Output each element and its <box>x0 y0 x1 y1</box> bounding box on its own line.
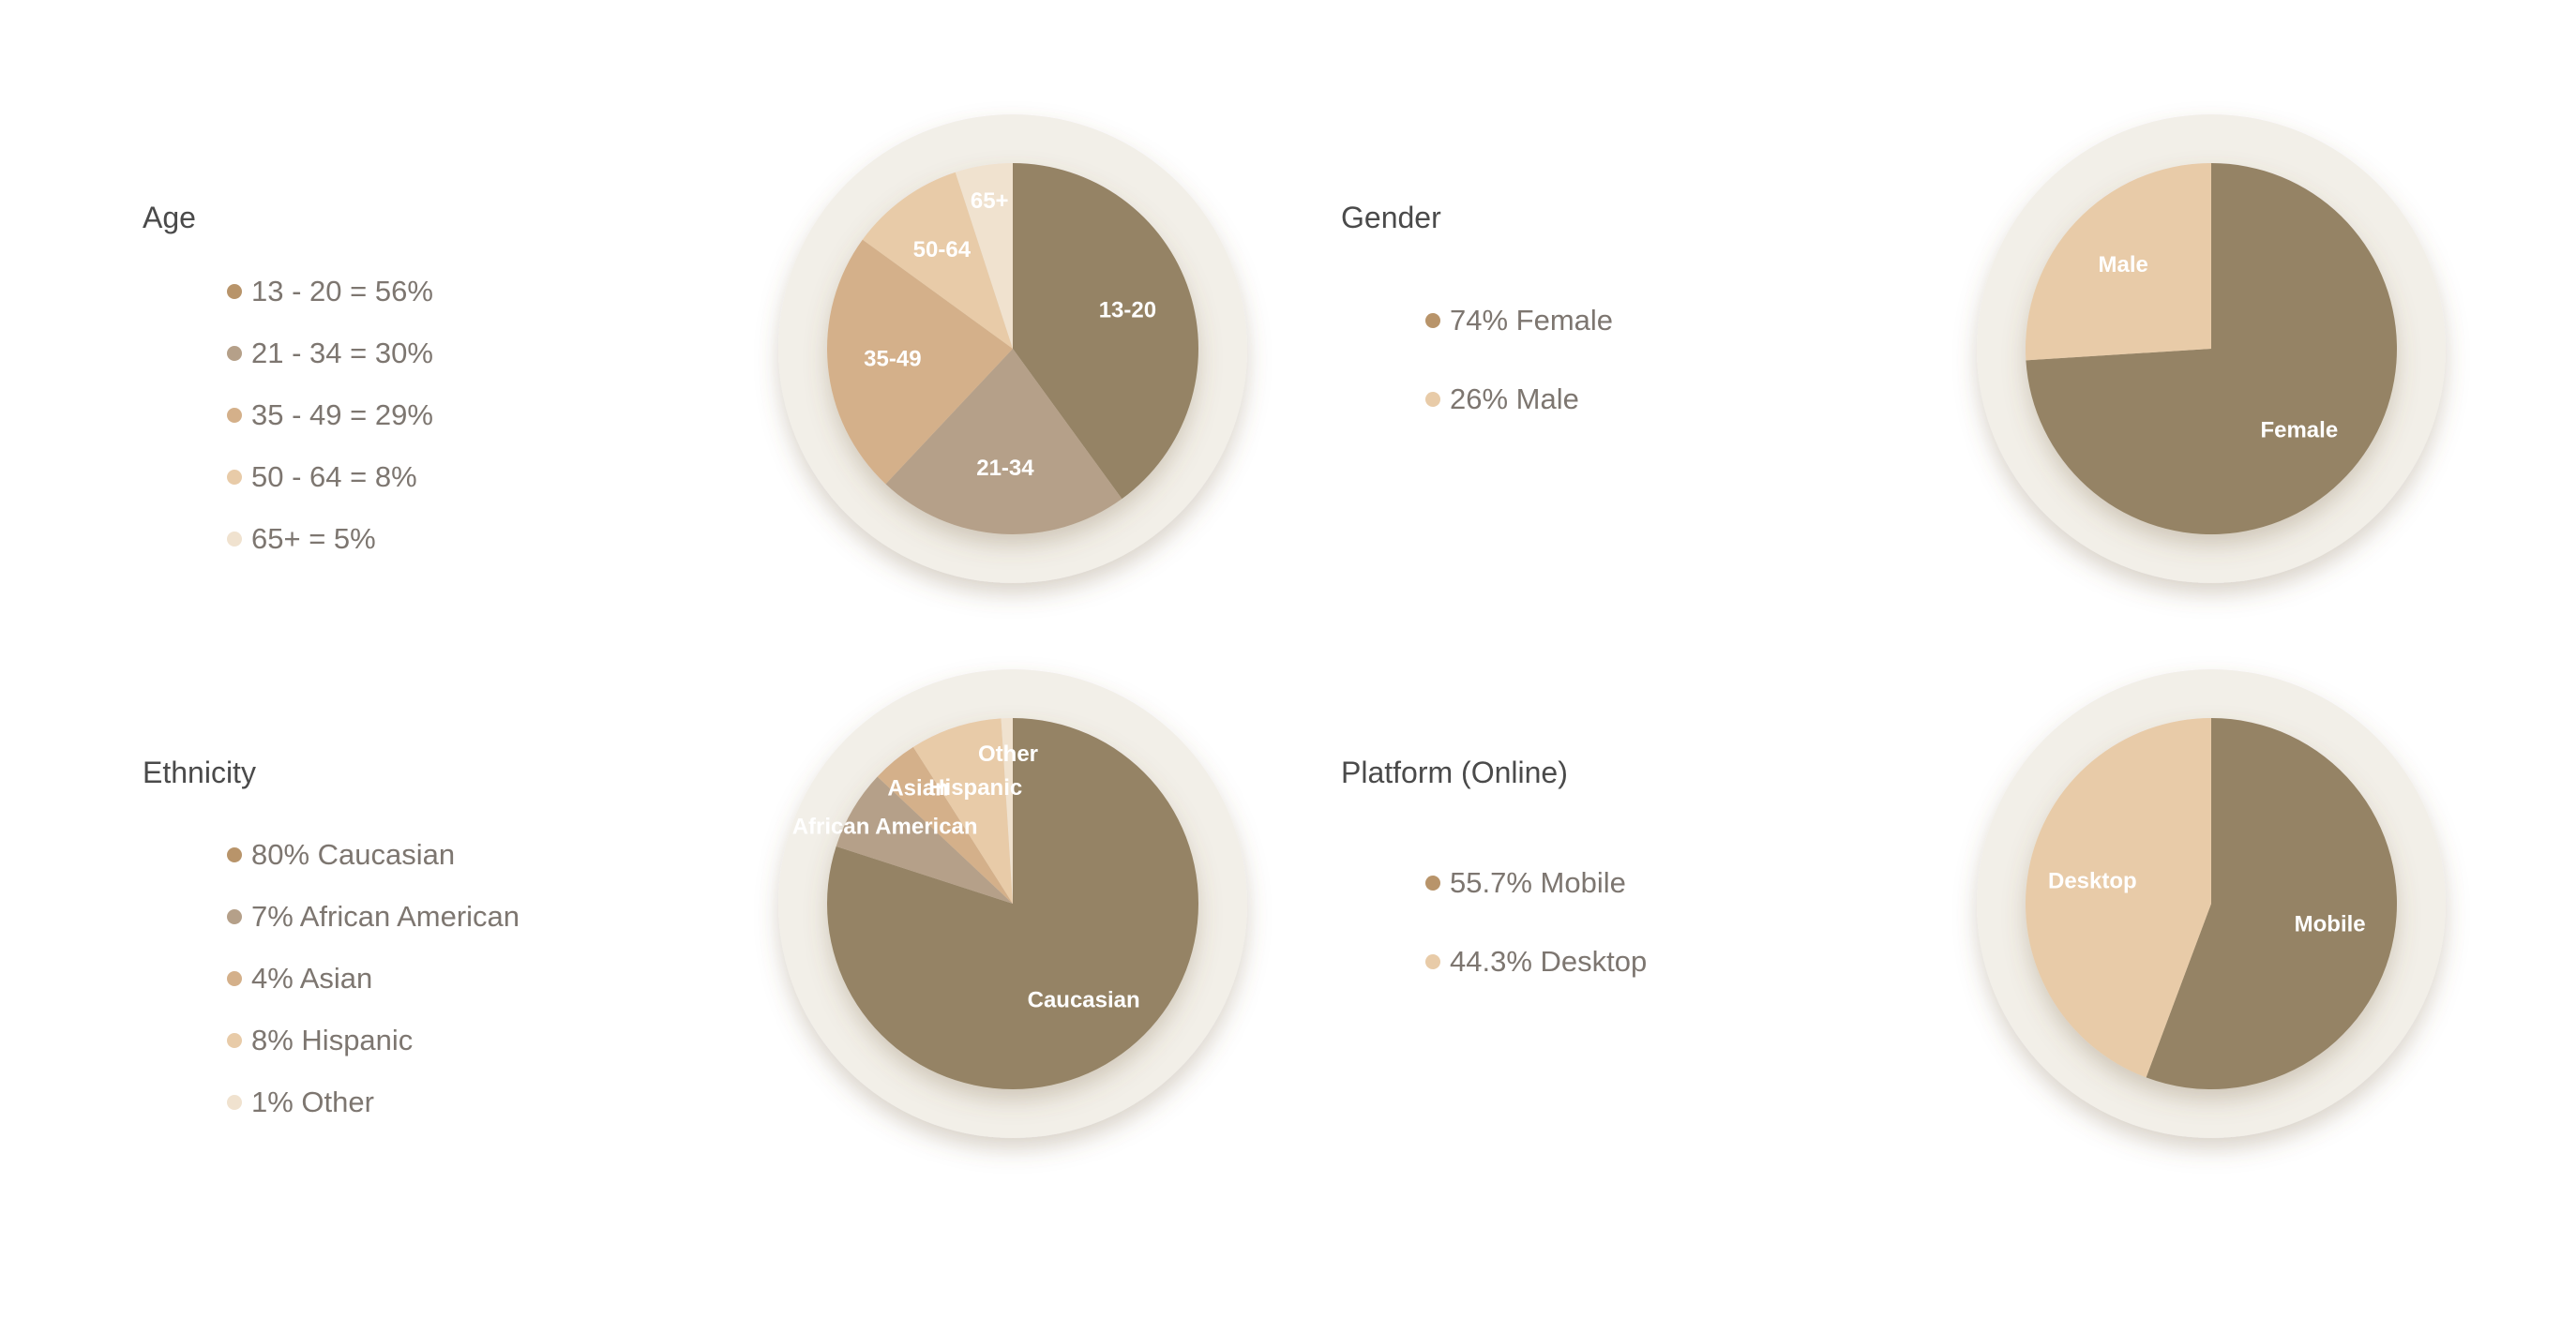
legend-label: 80% Caucasian <box>251 838 456 871</box>
legend-label: 55.7% Mobile <box>1450 866 1626 899</box>
slice-label-35-49: 35-49 <box>864 346 921 371</box>
slice-label-african-american: African American <box>792 815 978 840</box>
pie-slice-35-49 <box>827 239 1013 485</box>
pie-slice-65 <box>955 163 1013 349</box>
legend-label: 7% African American <box>251 900 520 933</box>
age-legend: 13 - 20 = 56% 21 - 34 = 30% 35 - 49 = 29… <box>227 261 433 570</box>
legend-item: 80% Caucasian <box>227 824 520 886</box>
legend-item: 8% Hispanic <box>227 1010 520 1071</box>
legend-label: 13 - 20 = 56% <box>251 275 433 307</box>
gender-legend: 74% Female 26% Male <box>1425 281 1613 439</box>
age-pie-chart: 13-20 21-34 35-49 50-64 65+ <box>778 114 1247 583</box>
pie-slices <box>2026 718 2397 1089</box>
slice-label-65: 65+ <box>971 188 1009 214</box>
slice-label-caucasian: Caucasian <box>1028 987 1140 1012</box>
pie-slice-21-34 <box>885 349 1122 534</box>
legend-item: 74% Female <box>1425 281 1613 360</box>
legend-dot <box>227 532 242 547</box>
legend-item: 35 - 49 = 29% <box>227 384 433 446</box>
legend-dot <box>227 408 242 423</box>
age-panel: Age 13 - 20 = 56% 21 - 34 = 30% 35 - 49 … <box>0 0 1247 583</box>
legend-label: 74% Female <box>1450 304 1614 337</box>
legend-dot <box>227 470 242 485</box>
legend-item: 21 - 34 = 30% <box>227 322 433 384</box>
legend-item: 50 - 64 = 8% <box>227 446 433 508</box>
slice-label-desktop: Desktop <box>2048 868 2137 893</box>
legend-dot <box>1425 392 1440 407</box>
pie-slices <box>827 718 1198 1089</box>
legend-item: 1% Other <box>227 1071 520 1133</box>
legend-item: 26% Male <box>1425 360 1613 439</box>
slice-label-hispanic: Hispanic <box>928 775 1022 801</box>
platform-panel: Platform (Online) 55.7% Mobile 44.3% Des… <box>1198 555 2446 1138</box>
legend-item: 4% Asian <box>227 948 520 1010</box>
legend-dot <box>1425 876 1440 891</box>
legend-dot <box>227 1033 242 1048</box>
gender-pie-chart: Female Male <box>1977 114 2446 583</box>
legend-label: 4% Asian <box>251 962 373 995</box>
slice-label-asian: Asian <box>887 775 948 801</box>
pie-slice-other <box>1001 718 1013 904</box>
legend-dot <box>227 847 242 862</box>
legend-dot <box>227 346 242 361</box>
ethnicity-legend: 80% Caucasian 7% African American 4% Asi… <box>227 824 520 1133</box>
age-title: Age <box>143 201 196 234</box>
pie-slice-african-american <box>836 776 1013 904</box>
legend-item: 7% African American <box>227 886 520 948</box>
legend-item: 13 - 20 = 56% <box>227 261 433 322</box>
platform-pie-chart: Mobile Desktop <box>1977 669 2446 1138</box>
slice-label-mobile: Mobile <box>2295 911 2366 936</box>
legend-item: 55.7% Mobile <box>1425 844 1647 922</box>
platform-title: Platform (Online) <box>1341 756 1568 789</box>
slice-label-other: Other <box>978 741 1038 767</box>
pie-slices <box>827 163 1198 534</box>
slice-label-13-20: 13-20 <box>1099 298 1156 323</box>
pie-slice-desktop <box>2026 718 2211 1078</box>
legend-dot <box>227 909 242 924</box>
pie-slice-13-20 <box>1013 163 1198 500</box>
gender-panel: Gender 74% Female 26% Male Female Male <box>1198 0 2446 583</box>
pie-slice-female <box>2026 163 2397 534</box>
legend-dot <box>1425 313 1440 328</box>
legend-label: 44.3% Desktop <box>1450 945 1648 978</box>
pie-slice-asian <box>877 746 1013 904</box>
pie-slices <box>2026 163 2397 534</box>
ethnicity-title: Ethnicity <box>143 756 256 789</box>
slice-label-50-64: 50-64 <box>913 237 972 262</box>
legend-label: 8% Hispanic <box>251 1024 414 1056</box>
legend-label: 65+ = 5% <box>251 522 376 555</box>
ethnicity-panel: Ethnicity 80% Caucasian 7% African Ameri… <box>0 555 1247 1138</box>
slice-label-male: Male <box>2099 252 2148 277</box>
pie-slice-male <box>2026 163 2211 361</box>
legend-dot <box>227 971 242 986</box>
pie-slice-hispanic <box>912 718 1013 904</box>
pie-slice-mobile <box>2146 718 2397 1089</box>
legend-dot <box>227 284 242 299</box>
gender-title: Gender <box>1341 201 1441 234</box>
legend-label: 26% Male <box>1450 382 1579 415</box>
legend-dot <box>227 1095 242 1110</box>
slice-label-female: Female <box>2260 417 2338 442</box>
legend-label: 50 - 64 = 8% <box>251 460 417 493</box>
platform-legend: 55.7% Mobile 44.3% Desktop <box>1425 844 1647 1001</box>
legend-label: 21 - 34 = 30% <box>251 337 433 369</box>
legend-label: 35 - 49 = 29% <box>251 398 433 431</box>
legend-item: 44.3% Desktop <box>1425 922 1647 1001</box>
legend-item: 65+ = 5% <box>227 508 433 570</box>
slice-label-21-34: 21-34 <box>976 456 1034 481</box>
pie-slice-50-64 <box>862 172 1013 349</box>
legend-dot <box>1425 954 1440 969</box>
legend-label: 1% Other <box>251 1086 374 1118</box>
